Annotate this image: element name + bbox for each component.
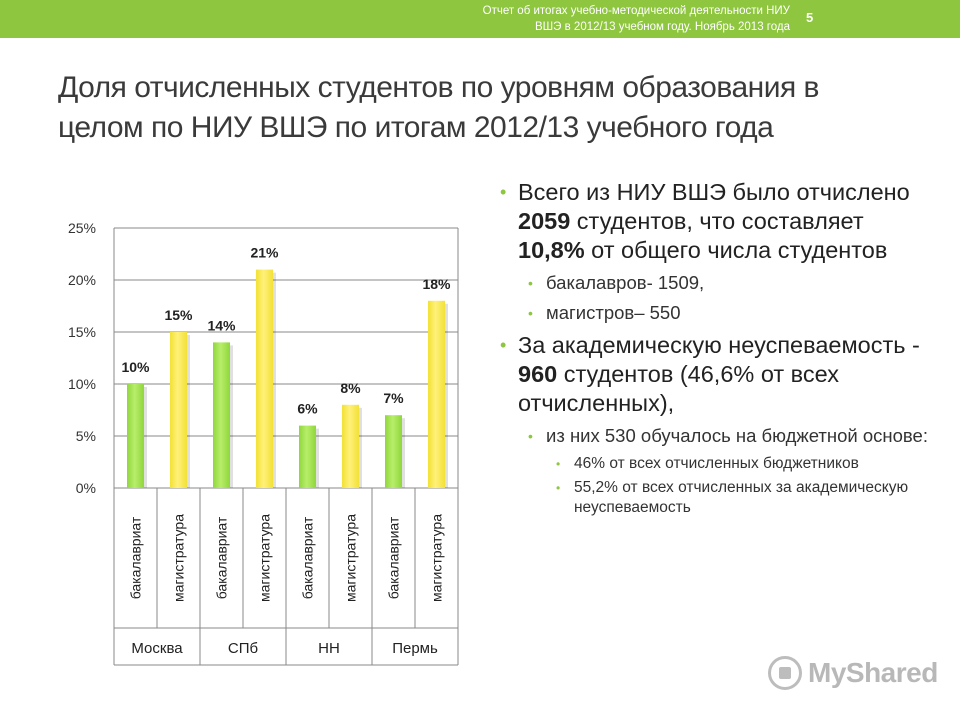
group-label: НН bbox=[318, 640, 340, 657]
bar bbox=[428, 300, 445, 488]
bar bbox=[385, 415, 402, 488]
data-label: 14% bbox=[207, 317, 236, 333]
bar-chart: 0% 5% 10% 15% 20% 25% 10% бакалавриат 15% магистр… bbox=[68, 220, 459, 666]
bar bbox=[127, 384, 144, 488]
failure-count: 960 bbox=[518, 361, 558, 387]
y-tick-label: 15% bbox=[68, 324, 96, 340]
bar bbox=[256, 269, 273, 488]
bar bbox=[213, 342, 230, 488]
y-tick-label: 25% bbox=[68, 220, 96, 236]
slide-title: Доля отчисленных студентов по уровням об… bbox=[58, 71, 819, 144]
bullet-text: Всего из НИУ ВШЭ было отчислено bbox=[518, 179, 910, 205]
data-label: 15% bbox=[164, 307, 193, 323]
group-label: Москва bbox=[131, 640, 183, 657]
sub-sub-bullet-budget-share: 46% от всех отчисленных бюджетников bbox=[554, 454, 928, 474]
data-label: 10% bbox=[121, 359, 150, 375]
header-line-2: ВШЭ в 2012/13 учебном году. Ноябрь 2013 … bbox=[534, 21, 790, 33]
bar bbox=[299, 425, 316, 488]
bullet-text: студентов, что составляет bbox=[570, 208, 864, 234]
category-label: бакалавриат bbox=[386, 516, 402, 599]
watermark-text: MyShared bbox=[808, 657, 938, 688]
group-label: СПб bbox=[228, 640, 258, 657]
bar bbox=[342, 404, 359, 488]
category-label: магистратура bbox=[429, 514, 445, 602]
y-tick-label: 5% bbox=[76, 428, 96, 444]
category-label: магистратура bbox=[343, 514, 359, 602]
y-tick-label: 10% bbox=[68, 376, 96, 392]
bullet-text: За академическую неуспеваемость - bbox=[518, 332, 920, 358]
bullet-academic-failure: За академическую неуспеваемость - 960 ст… bbox=[498, 331, 928, 418]
category-label: магистратура bbox=[257, 514, 273, 602]
total-count: 2059 bbox=[518, 208, 571, 234]
data-label: 6% bbox=[297, 401, 318, 417]
data-label: 8% bbox=[340, 380, 361, 396]
y-tick-label: 0% bbox=[76, 480, 96, 496]
header-line-1: Отчет об итогах учебно-методической деят… bbox=[482, 5, 790, 17]
y-tick-label: 20% bbox=[68, 272, 96, 288]
sub-sub-bullet-failure-share: 55,2% от всех отчисленных за академическ… bbox=[554, 478, 928, 518]
total-percent: 10,8% bbox=[518, 237, 585, 263]
bar bbox=[170, 332, 187, 488]
group-label: Пермь bbox=[392, 640, 438, 657]
bullet-list: Всего из НИУ ВШЭ было отчислено 2059 сту… bbox=[498, 178, 928, 522]
bullet-total-expelled: Всего из НИУ ВШЭ было отчислено 2059 сту… bbox=[498, 178, 928, 265]
watermark: MyShared bbox=[768, 656, 938, 690]
sub-bullet-bachelors: бакалавров- 1509, bbox=[526, 271, 928, 295]
data-label: 18% bbox=[422, 276, 451, 292]
myshared-logo-icon bbox=[768, 656, 802, 690]
header-text: Отчет об итогах учебно-методической деят… bbox=[380, 3, 790, 35]
data-label: 7% bbox=[383, 390, 404, 406]
bullet-text: студентов (46,6% от всех отчисленных), bbox=[518, 361, 839, 416]
category-label: бакалавриат bbox=[128, 516, 144, 599]
bullet-text: от общего числа студентов bbox=[584, 237, 888, 263]
sub-bullet-masters: магистров– 550 bbox=[526, 301, 928, 325]
sub-bullet-budget: из них 530 обучалось на бюджетной основе… bbox=[526, 424, 928, 448]
data-label: 21% bbox=[250, 245, 279, 261]
page-number: 5 bbox=[806, 10, 814, 25]
category-label: магистратура bbox=[171, 514, 187, 602]
category-label: бакалавриат bbox=[300, 516, 316, 599]
header-bar: Отчет об итогах учебно-методической деят… bbox=[0, 0, 960, 38]
category-label: бакалавриат bbox=[214, 516, 230, 599]
